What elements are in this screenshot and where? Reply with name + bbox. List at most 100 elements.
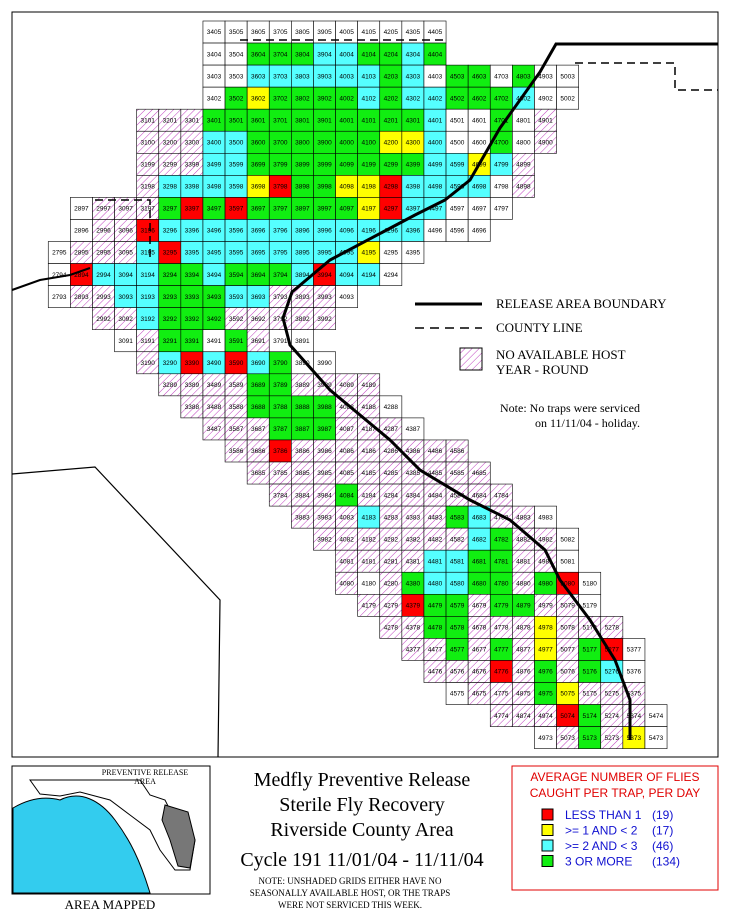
cell-label: 3198 — [140, 184, 155, 191]
cell-label: 4384 — [406, 492, 421, 499]
cell-label: 4194 — [361, 272, 376, 279]
cell-label: 3593 — [229, 294, 244, 301]
footnote: WERE NOT SERVICED THIS WEEK. — [278, 900, 422, 910]
cell-label: 4977 — [538, 647, 553, 654]
cell-label: 4084 — [339, 492, 354, 499]
cell-label: 3490 — [207, 360, 222, 367]
cell-label: 5179 — [582, 603, 597, 610]
cell-label: 3802 — [295, 95, 310, 102]
cell-label: 5002 — [560, 95, 575, 102]
cell-label: 4797 — [494, 206, 509, 213]
cell-label: 3195 — [140, 250, 155, 257]
cell-label: 3190 — [140, 360, 155, 367]
cell-label: 2794 — [52, 272, 67, 279]
cell-label: 3693 — [251, 294, 266, 301]
cell-label: 3995 — [317, 250, 332, 257]
inset-caption: AREA MAPPED — [65, 897, 156, 912]
cell-label: 4801 — [516, 117, 531, 124]
cell-label: 4599 — [450, 162, 465, 169]
cell-label: 4180 — [361, 580, 376, 587]
cell-label: 2897 — [74, 206, 89, 213]
cell-label: 4480 — [428, 580, 443, 587]
cell-label: 3799 — [273, 162, 288, 169]
title: Medfly Preventive Release — [254, 769, 471, 791]
cell-label: 4481 — [428, 558, 443, 565]
cell-label: 4502 — [450, 95, 465, 102]
cell-label: 3505 — [229, 29, 244, 36]
cell-label: 4978 — [538, 625, 553, 632]
cell-label: 4476 — [428, 669, 443, 676]
cell-label: 5375 — [627, 691, 642, 698]
cell-label: 4973 — [538, 735, 553, 742]
cell-label: 4195 — [361, 250, 376, 257]
cell-label: 4179 — [361, 603, 376, 610]
cell-label: 3392 — [185, 316, 200, 323]
cell-label: 4874 — [516, 713, 531, 720]
cell-label: 3705 — [273, 29, 288, 36]
cell-label: 4204 — [384, 51, 399, 58]
cell-label: 2994 — [96, 272, 111, 279]
cell-label: 2996 — [96, 228, 111, 235]
cell-label: 4099 — [339, 162, 354, 169]
cell-label: 4685 — [472, 470, 487, 477]
cell-label: 4378 — [406, 625, 421, 632]
cell-label: 4482 — [428, 536, 443, 543]
map-legend: RELEASE AREA BOUNDARY COUNTY LINE NO AVA… — [415, 296, 667, 430]
cell-label: 3592 — [229, 316, 244, 323]
cell-label: 3797 — [273, 206, 288, 213]
cell-label: 4597 — [450, 206, 465, 213]
legend-swatch — [541, 808, 554, 821]
cell-label: 3792 — [273, 316, 288, 323]
legend-header: CAUGHT PER TRAP, PER DAY — [530, 786, 701, 800]
cell-label: 3401 — [207, 117, 222, 124]
cell-label: 3803 — [295, 73, 310, 80]
legend-label: >= 2 AND < 3 — [565, 839, 638, 853]
cell-label: 3487 — [207, 426, 222, 433]
cell-label: 3685 — [251, 470, 266, 477]
cell-label: 4499 — [428, 162, 443, 169]
cell-label: 3688 — [251, 404, 266, 411]
cell-label: 4105 — [361, 29, 376, 36]
legend-label: 3 OR MORE — [565, 855, 632, 869]
map-frame — [11, 11, 719, 758]
cell-label: 3192 — [140, 316, 155, 323]
cell-label: 4781 — [494, 558, 509, 565]
cell-label: 4281 — [384, 558, 399, 565]
cell-label: 3403 — [207, 73, 222, 80]
cell-label: 3690 — [251, 360, 266, 367]
cell-label: 3298 — [163, 184, 178, 191]
cell-label: 4774 — [494, 713, 509, 720]
cell-label: 3800 — [295, 139, 310, 146]
cell-label: 5173 — [582, 735, 597, 742]
cell-label: 3095 — [118, 250, 133, 257]
cell-label: 4698 — [472, 184, 487, 191]
cell-label: 4103 — [361, 73, 376, 80]
cell-label: 5079 — [560, 603, 575, 610]
legend-swatch — [541, 839, 554, 852]
cell-label: 4701 — [494, 117, 509, 124]
cell-label: 4002 — [339, 95, 354, 102]
cell-label: 3194 — [140, 272, 155, 279]
cell-label: 4089 — [339, 382, 354, 389]
cell-label: 4601 — [472, 117, 487, 124]
cell-label: 4577 — [450, 647, 465, 654]
cell-label: 4603 — [472, 73, 487, 80]
grid-cell — [313, 307, 336, 330]
cell-label: 4479 — [428, 603, 443, 610]
cell-label: 4299 — [384, 162, 399, 169]
cell-label: 3905 — [317, 29, 332, 36]
cell-label: 4303 — [406, 73, 421, 80]
cell-label: 4081 — [339, 558, 354, 565]
cell-label: 4098 — [339, 184, 354, 191]
cell-label: 3289 — [163, 382, 178, 389]
cell-label: 4974 — [538, 713, 553, 720]
cell-label: 3704 — [273, 51, 288, 58]
cell-label: 3790 — [273, 360, 288, 367]
cell-label: 4581 — [450, 558, 465, 565]
cell-label: 3892 — [295, 316, 310, 323]
cell-label: 4478 — [428, 625, 443, 632]
cell-label: 4497 — [428, 206, 443, 213]
cell-label: 3993 — [317, 294, 332, 301]
cell-label: 3598 — [229, 184, 244, 191]
cell-label: 3894 — [295, 272, 310, 279]
